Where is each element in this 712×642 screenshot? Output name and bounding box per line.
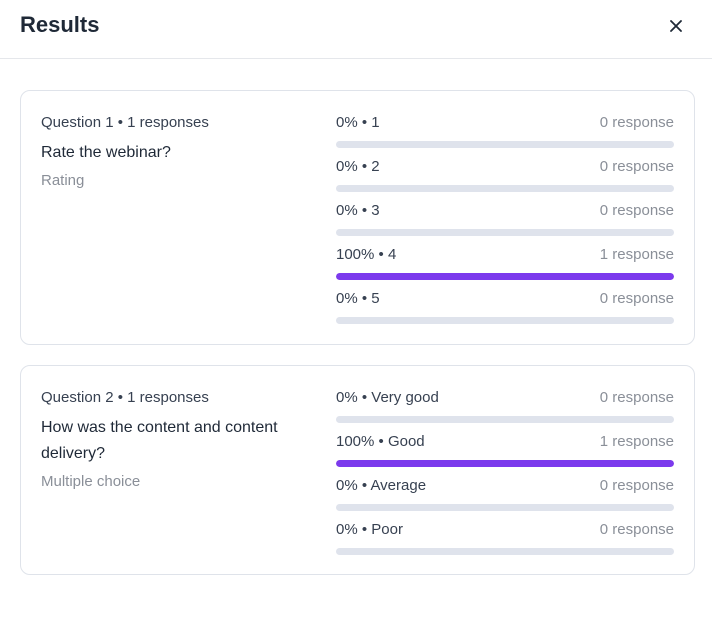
question-meta: Question 1 • 1 responses [41,114,209,131]
option-label: 100% • 4 [336,246,397,263]
option-label: 0% • 5 [336,290,380,307]
option-label: 0% • 1 [336,114,380,131]
options-list: 0% • Very good 0 response 100% • Good 1 … [336,366,674,574]
question-meta: Question 2 • 1 responses [41,389,209,406]
option-count: 1 response [599,433,674,450]
option-count: 0 response [599,202,674,219]
progress-fill [336,273,674,280]
progress-fill [336,460,674,467]
option-count: 0 response [599,477,674,494]
option-result: 0% • 5 0 response [336,289,674,333]
question-text: Rate the webinar? [41,144,171,161]
progress-bar [336,416,674,423]
option-count: 1 response [599,246,674,263]
option-result: 0% • Average 0 response [336,476,674,520]
question-type: Multiple choice [41,473,141,490]
question-info: Question 2 • 1 responses How was the con… [21,366,316,574]
option-count: 0 response [599,290,674,307]
progress-bar [336,548,674,555]
close-button[interactable] [664,14,688,38]
option-result: 0% • 2 0 response [336,157,674,201]
progress-bar [336,504,674,511]
option-label: 100% • Good [336,433,425,450]
question-card-1: Question 1 • 1 responses Rate the webina… [20,90,695,345]
option-result: 0% • Very good 0 response [336,388,674,432]
option-label: 0% • 3 [336,202,380,219]
option-result: 100% • Good 1 response [336,432,674,476]
options-list: 0% • 1 0 response 0% • 2 0 response 0% •… [336,91,674,344]
progress-bar [336,317,674,324]
page-title: Results [20,12,100,37]
question-info: Question 1 • 1 responses Rate the webina… [21,91,316,344]
question-card-2: Question 2 • 1 responses How was the con… [20,365,695,575]
option-label: 0% • 2 [336,158,380,175]
progress-bar [336,141,674,148]
option-label: 0% • Very good [336,389,439,406]
progress-bar [336,185,674,192]
option-result: 0% • 1 0 response [336,113,674,157]
close-icon [670,20,682,32]
question-type: Rating [41,172,85,189]
progress-bar [336,273,674,280]
option-count: 0 response [599,158,674,175]
option-result: 100% • 4 1 response [336,245,674,289]
option-label: 0% • Poor [336,521,403,538]
progress-bar [336,460,674,467]
option-count: 0 response [599,521,674,538]
option-result: 0% • Poor 0 response [336,520,674,564]
option-count: 0 response [599,389,674,406]
option-result: 0% • 3 0 response [336,201,674,245]
results-list: Question 1 • 1 responses Rate the webina… [0,59,712,575]
option-label: 0% • Average [336,477,427,494]
option-count: 0 response [599,114,674,131]
results-header: Results [0,0,712,59]
progress-bar [336,229,674,236]
question-text: How was the content and content delivery… [41,419,278,462]
